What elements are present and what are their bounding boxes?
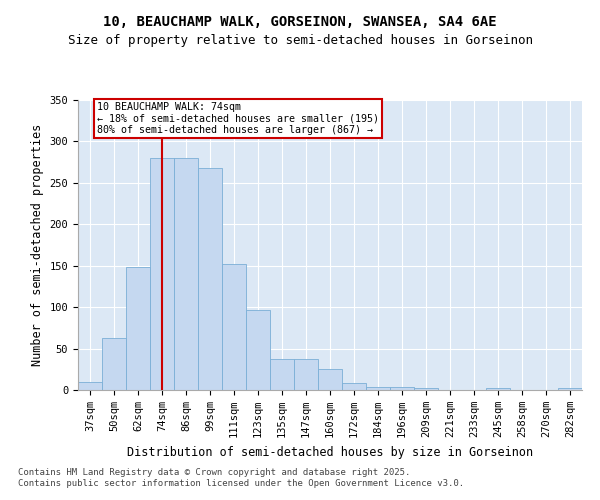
Bar: [222, 264, 246, 390]
Bar: [390, 386, 414, 390]
X-axis label: Distribution of semi-detached houses by size in Gorseinon: Distribution of semi-detached houses by …: [127, 446, 533, 458]
Text: 10 BEAUCHAMP WALK: 74sqm
← 18% of semi-detached houses are smaller (195)
80% of : 10 BEAUCHAMP WALK: 74sqm ← 18% of semi-d…: [97, 102, 379, 135]
Bar: [270, 360, 294, 390]
Bar: [126, 268, 150, 390]
Bar: [294, 360, 318, 390]
Bar: [150, 158, 174, 390]
Bar: [342, 382, 366, 390]
Text: Size of property relative to semi-detached houses in Gorseinon: Size of property relative to semi-detach…: [67, 34, 533, 47]
Y-axis label: Number of semi-detached properties: Number of semi-detached properties: [31, 124, 44, 366]
Bar: [246, 310, 270, 390]
Bar: [174, 158, 198, 390]
Bar: [102, 338, 126, 390]
Text: 10, BEAUCHAMP WALK, GORSEINON, SWANSEA, SA4 6AE: 10, BEAUCHAMP WALK, GORSEINON, SWANSEA, …: [103, 15, 497, 29]
Text: Contains HM Land Registry data © Crown copyright and database right 2025.
Contai: Contains HM Land Registry data © Crown c…: [18, 468, 464, 487]
Bar: [414, 388, 438, 390]
Bar: [366, 386, 390, 390]
Bar: [486, 388, 510, 390]
Bar: [318, 370, 342, 390]
Bar: [78, 382, 102, 390]
Bar: [198, 168, 222, 390]
Bar: [558, 388, 582, 390]
